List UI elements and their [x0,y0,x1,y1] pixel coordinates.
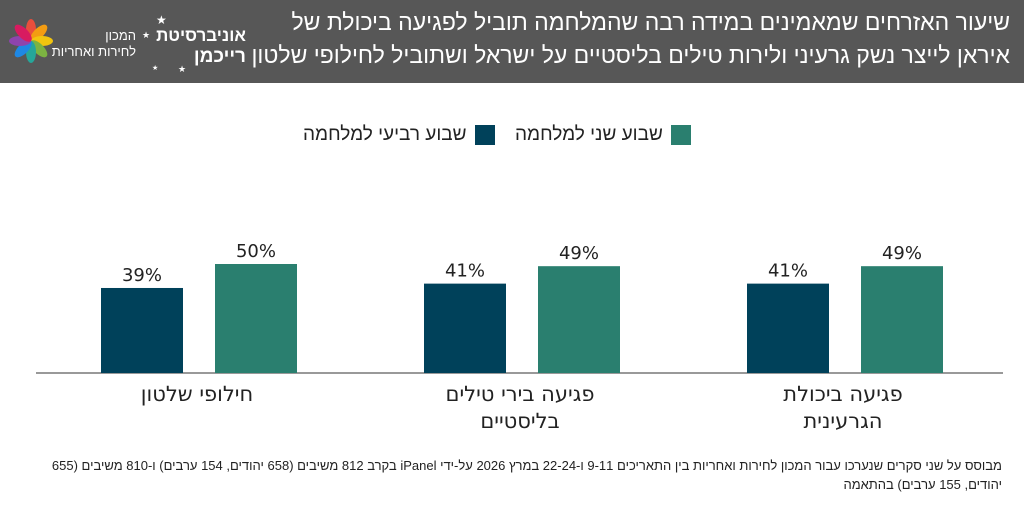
legend-label-week4: שבוע רביעי למלחמה [303,124,467,145]
bar-series0-cat1 [424,283,506,373]
category-label-1: פגיעה בירי טילים בליסטיים [446,382,595,433]
legend: שבוע שני למלחמה שבוע רביעי למלחמה [0,124,1024,154]
legend-label-week2: שבוע שני למלחמה [515,124,663,145]
data-label-series0-cat2: 39% [122,265,162,286]
svg-text:★: ★ [142,31,150,41]
legend-swatch-week2 [670,125,691,145]
bar-series0-cat2 [101,287,183,373]
category-label-0: פגיעה ביכולת הגרעינית [783,382,902,433]
data-label-series0-cat0: 41% [768,261,808,282]
legend-item-week2: שבוע שני למלחמה [515,124,691,146]
svg-text:★: ★ [178,65,186,75]
bar-series1-cat2 [215,264,297,373]
footnote: מבוסס על שני סקרים שנערכו עבור המכון לחי… [51,458,1002,492]
bar-series0-cat0 [747,283,829,373]
data-label-series1-cat2: 50% [236,241,276,262]
chart-title: שיעור האזרחים שמאמינים במידה רבה שהמלחמה… [251,9,1010,68]
flower-logo-icon [9,19,53,63]
university-name-line2: רייכמן [193,46,246,67]
stars-icon: ★ ★ ★ ★ [142,13,186,75]
university-logo: המכון לחירות ואחריות אוניברסיטת רייכמן ★… [8,10,248,76]
bar-series1-cat0 [861,266,943,373]
institute-name-line2: לחירות ואחריות [51,44,136,59]
legend-swatch-week4 [474,125,495,145]
legend-item-week4: שבוע רביעי למלחמה [303,124,495,146]
institute-name-line1: המכון [105,28,136,43]
svg-text:★: ★ [156,13,167,27]
svg-text:★: ★ [152,64,158,72]
header-bar: המכון לחירות ואחריות אוניברסיטת רייכמן ★… [0,0,1024,83]
university-name-line1: אוניברסיטת [156,26,246,45]
data-label-series0-cat1: 41% [445,261,485,282]
data-label-series1-cat1: 49% [559,243,599,264]
bar-series1-cat1 [538,266,620,373]
category-label-2: חילופי שלטון [141,382,253,406]
data-label-series1-cat0: 49% [882,243,922,264]
